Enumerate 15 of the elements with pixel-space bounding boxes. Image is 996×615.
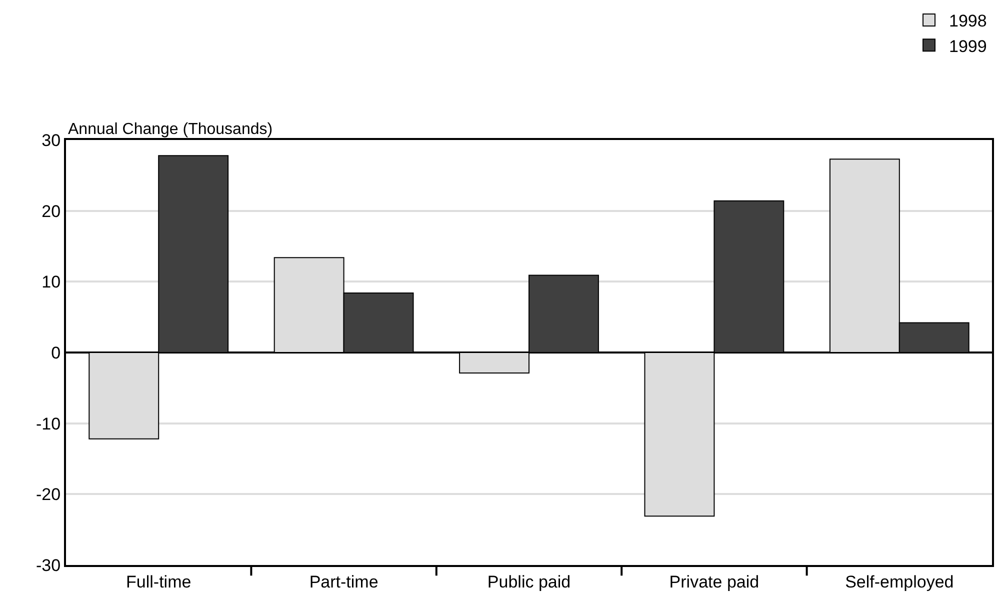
x-tick-label: Part-time xyxy=(309,572,378,592)
x-tick-label: Full-time xyxy=(126,572,192,592)
y-tick-label: -30 xyxy=(36,556,61,575)
y-tick-label: 30 xyxy=(42,130,61,150)
x-tick-label: Private paid xyxy=(669,572,760,592)
y-tick-label: -20 xyxy=(36,485,61,504)
y-axis-title: Annual Change (Thousands) xyxy=(68,121,273,138)
x-tick-label: Self-employed xyxy=(845,572,954,592)
y-tick-label: 0 xyxy=(51,343,61,362)
x-tick-label: Public paid xyxy=(487,572,571,592)
y-tick-label: 10 xyxy=(42,272,61,292)
legend-label: 1998 xyxy=(949,12,987,31)
y-tick-label: -10 xyxy=(36,414,61,434)
legend-label: 1999 xyxy=(949,36,987,56)
y-tick-label: 20 xyxy=(42,202,61,221)
